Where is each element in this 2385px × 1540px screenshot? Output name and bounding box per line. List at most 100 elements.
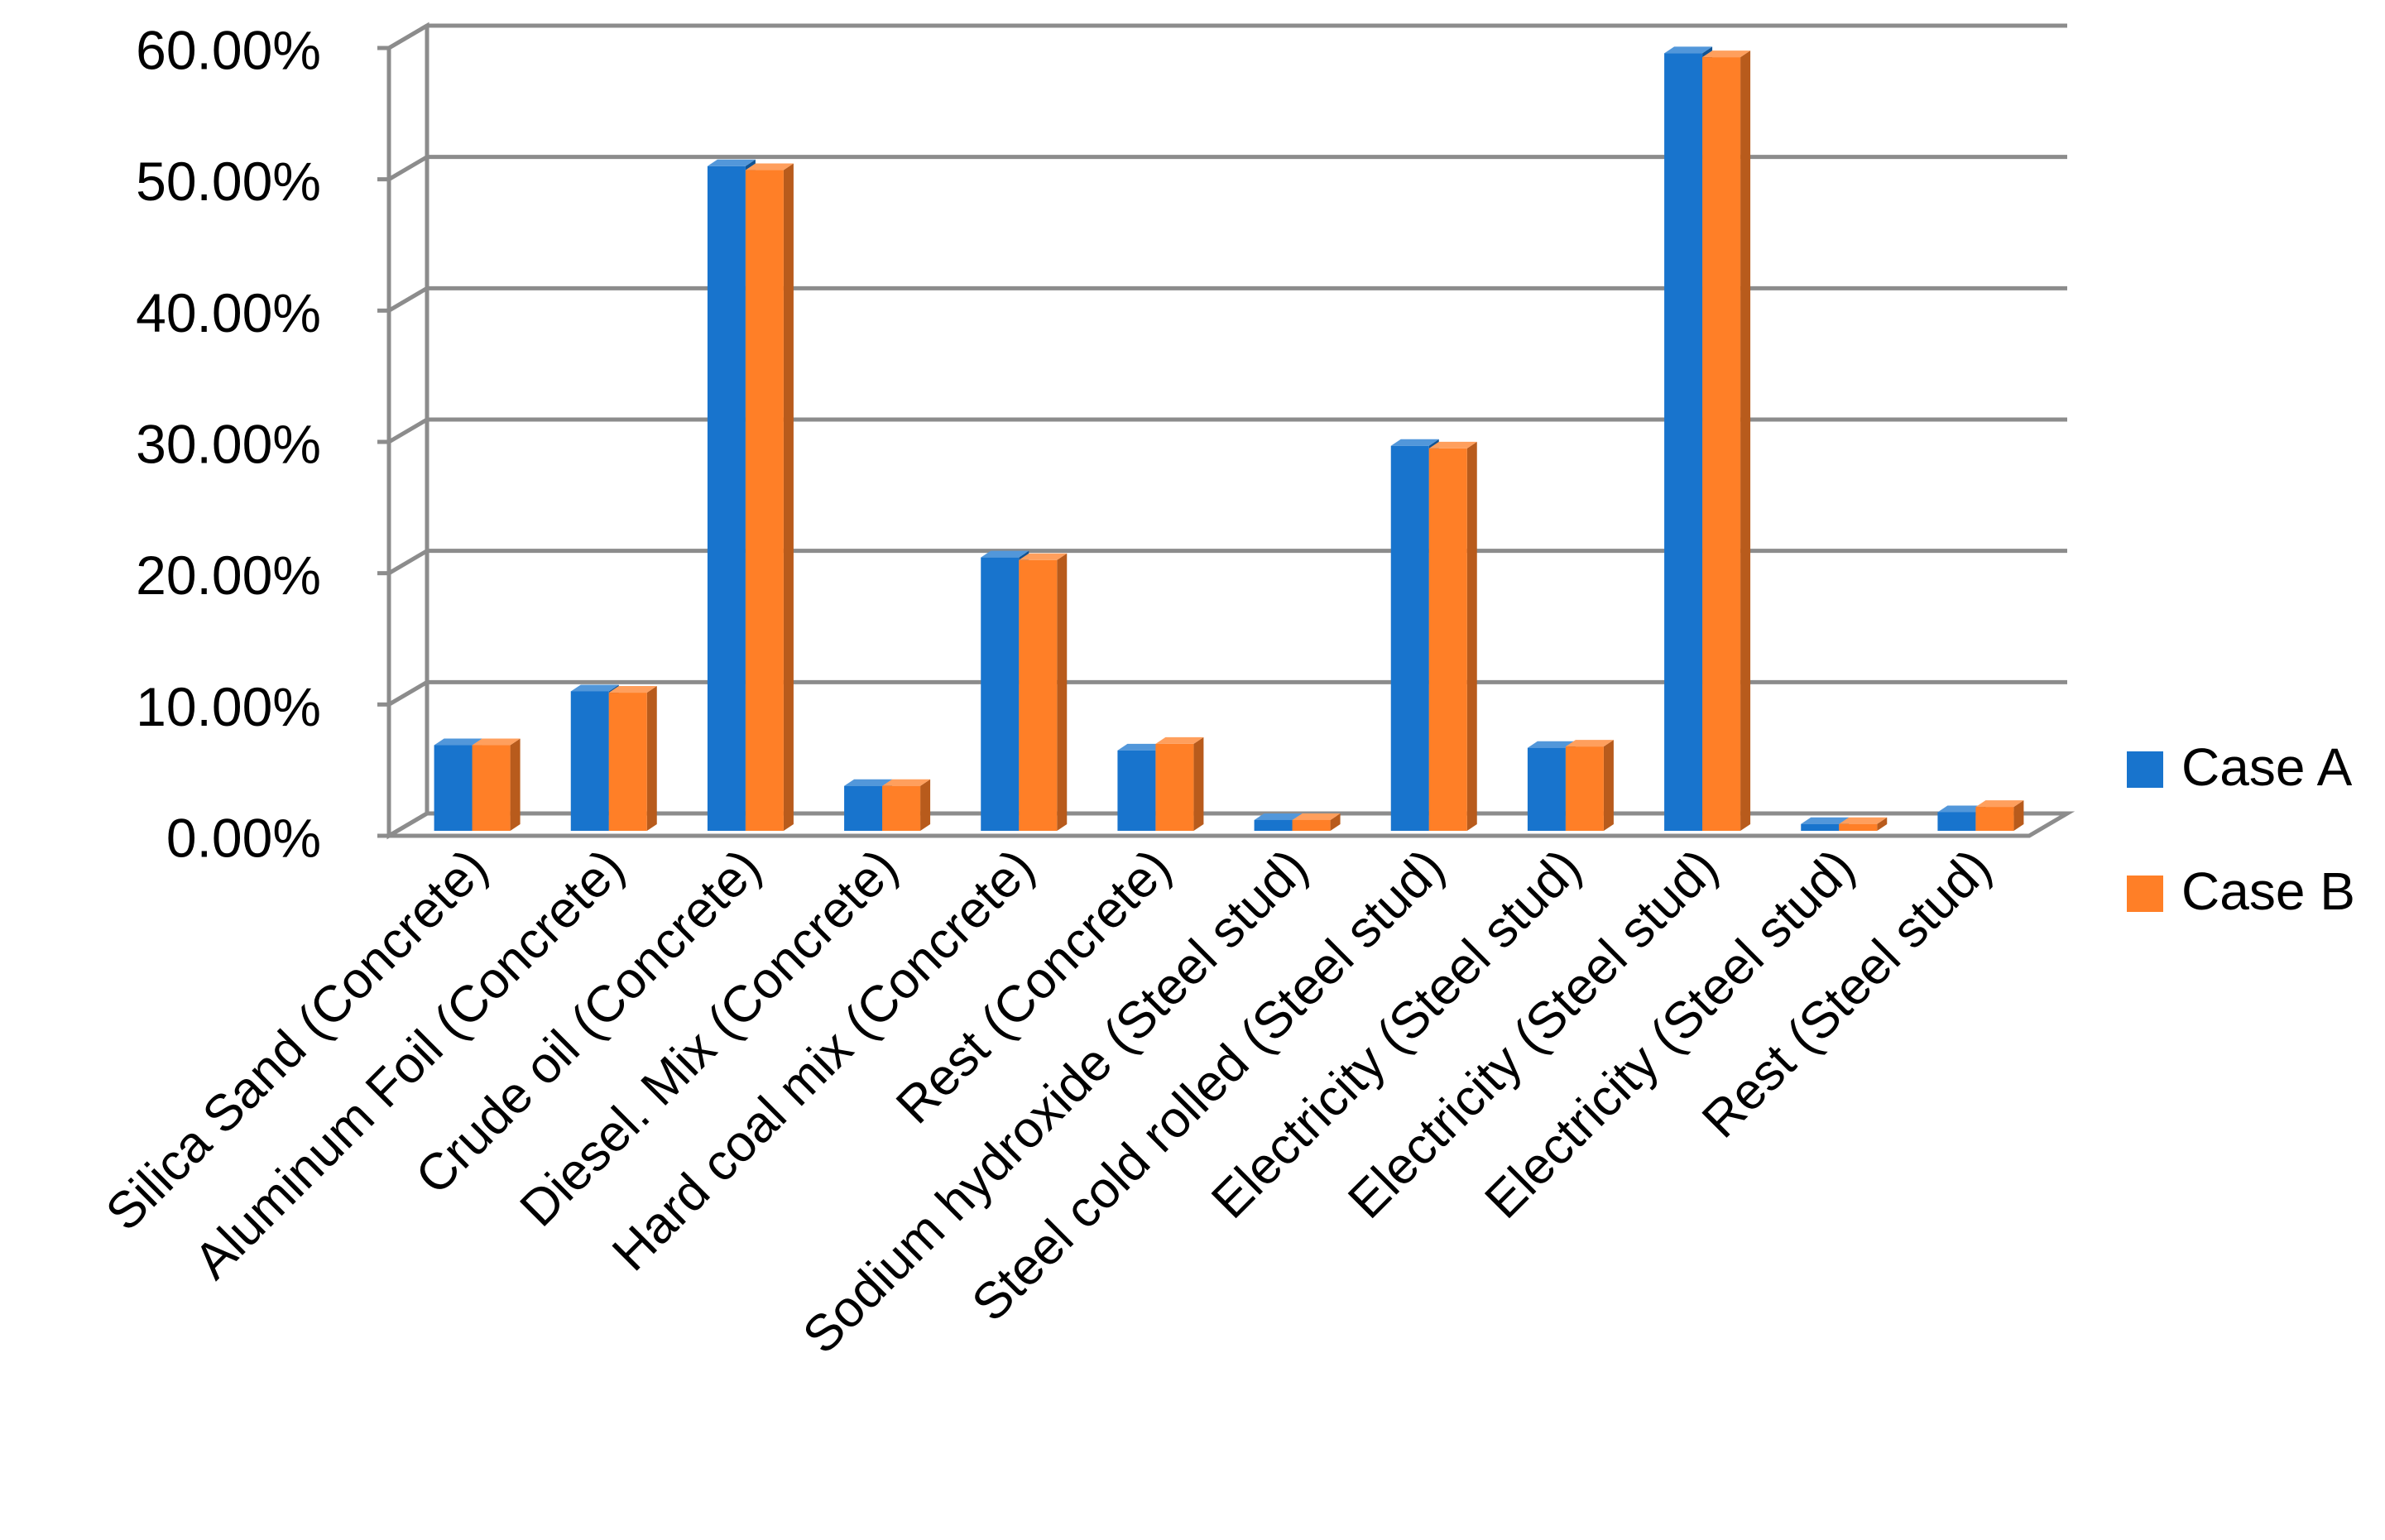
bar-case-b-7 — [1292, 813, 1341, 831]
bar-front — [570, 691, 609, 831]
bar-front — [882, 785, 921, 831]
x-axis-category-labels: Silica Sand (Concrete)Aluminum Foil (Con… — [95, 838, 2002, 1365]
bar-top — [844, 779, 893, 786]
legend-label: Case A — [2181, 737, 2353, 797]
bar-side — [1740, 50, 1751, 831]
bar-top — [570, 684, 619, 692]
bar-front — [472, 745, 511, 831]
bar-top — [1565, 740, 1614, 747]
bar-front — [1390, 445, 1429, 831]
bar-front — [707, 166, 746, 832]
gridline-depth — [387, 680, 429, 707]
gridline-depth — [387, 417, 429, 444]
bar-top — [1527, 741, 1576, 748]
legend-item-case-a: Case A — [2127, 737, 2353, 797]
bar-side — [2013, 800, 2024, 831]
bar-case-b-11 — [1839, 817, 1888, 831]
y-tick-label: 10.00% — [136, 676, 321, 737]
bar-top — [707, 159, 756, 166]
bar-case-b-12 — [1975, 800, 2024, 831]
bar-front — [1801, 823, 1840, 831]
bar-case-b-5 — [1019, 553, 1068, 831]
legend-swatch — [2127, 876, 2163, 912]
bar-front — [1702, 57, 1741, 831]
bar-front — [1975, 807, 2014, 831]
bar-top — [1254, 813, 1303, 820]
bar-front — [434, 745, 473, 831]
bar-side — [646, 686, 657, 831]
bar-side — [783, 163, 794, 831]
gridline-depth — [387, 23, 429, 50]
bar-case-a-6 — [1117, 743, 1166, 831]
bar-case-b-8 — [1428, 441, 1477, 831]
bar-top — [981, 550, 1029, 558]
x-category-label: Sodium hydroxide (Steel stud) — [792, 838, 1318, 1365]
bar-front — [1428, 448, 1467, 831]
bar-side — [1603, 740, 1614, 831]
legend: Case A Case B — [2127, 737, 2355, 921]
bar-top — [1664, 46, 1713, 54]
bar-front — [981, 557, 1020, 831]
bar-top — [1019, 553, 1068, 560]
y-axis-tick-labels: 0.00% 10.00% 20.00% 30.00% 40.00% 50.00% 60.00… — [136, 19, 321, 868]
bar-case-b-6 — [1155, 736, 1204, 831]
bar-front — [844, 785, 883, 831]
bar-front — [1839, 823, 1878, 831]
bar-front — [1019, 559, 1058, 831]
bars — [434, 46, 2024, 832]
bar-front — [1254, 819, 1293, 831]
bar-front — [1565, 746, 1604, 831]
bar-case-b-4 — [882, 779, 931, 831]
bar-front — [1292, 819, 1331, 831]
bar-side — [510, 738, 521, 831]
bar-top — [1975, 800, 2024, 808]
bar-top — [745, 163, 794, 170]
bar-front — [1527, 747, 1566, 831]
bar-case-b-9 — [1565, 740, 1614, 831]
bar-side — [1193, 736, 1204, 831]
bar-top — [1801, 817, 1850, 824]
legend-label: Case B — [2181, 861, 2355, 921]
bar-top — [1839, 817, 1888, 824]
y-tick-label: 20.00% — [136, 545, 321, 606]
gridline-depth — [387, 286, 429, 313]
bar-front — [1664, 53, 1703, 831]
bar-front — [1117, 750, 1156, 831]
y-tick-label: 60.00% — [136, 19, 321, 80]
bar-top — [1117, 743, 1166, 751]
y-tick-label: 50.00% — [136, 151, 321, 212]
bar-case-b-2 — [608, 686, 657, 831]
bar-top — [1937, 805, 1986, 813]
bar-top — [434, 738, 482, 746]
bar-top — [472, 738, 521, 746]
legend-item-case-b: Case B — [2127, 861, 2355, 921]
gridlines — [377, 23, 2067, 838]
bar-front — [745, 170, 784, 831]
bar-front — [1155, 743, 1194, 831]
bar-side — [920, 779, 931, 831]
gridline-depth — [387, 811, 429, 838]
gridline-depth — [387, 155, 429, 181]
y-tick-label: 30.00% — [136, 413, 321, 474]
bar-side — [1057, 553, 1068, 831]
bar-top — [1390, 439, 1439, 446]
bar-case-b-3 — [745, 163, 794, 831]
legend-swatch — [2127, 751, 2163, 788]
bar-side — [1330, 813, 1341, 831]
bar-front — [1937, 812, 1976, 831]
bar-case-b-10 — [1702, 50, 1751, 831]
bar-top — [882, 779, 931, 786]
bar-front — [608, 693, 647, 831]
bar-top — [1428, 441, 1477, 449]
y-tick-label: 0.00% — [166, 807, 321, 868]
bar-top — [1155, 736, 1204, 744]
bar-top — [608, 686, 657, 693]
bar-side — [1877, 817, 1888, 831]
bar-top — [1292, 813, 1341, 820]
y-tick-label: 40.00% — [136, 282, 321, 343]
gridline-depth — [387, 549, 429, 575]
bar-case-b-1 — [472, 738, 521, 831]
bar-side — [1466, 441, 1477, 831]
